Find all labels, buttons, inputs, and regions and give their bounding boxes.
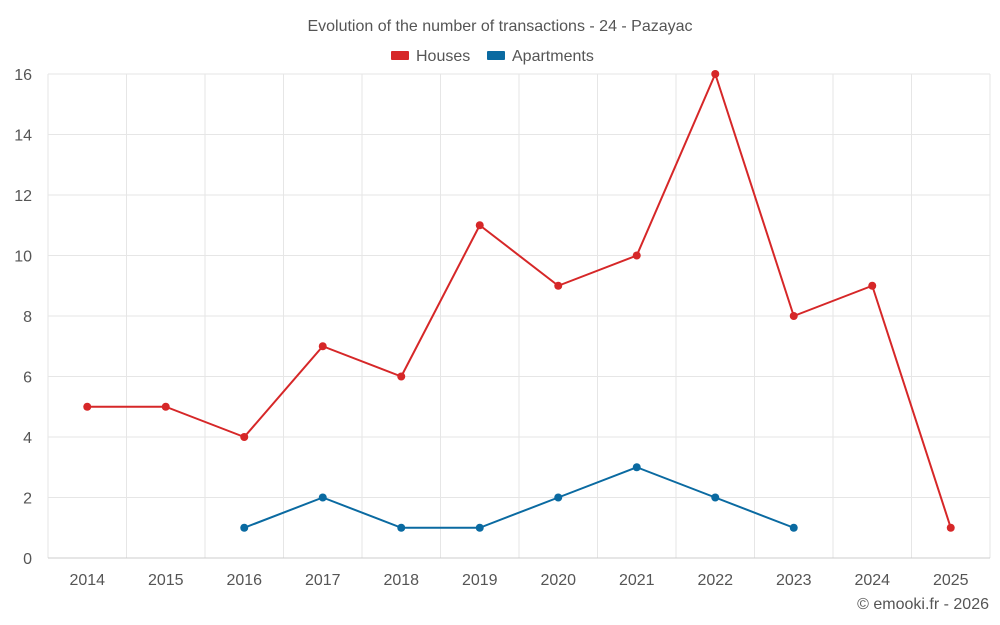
- x-tick-label: 2022: [697, 572, 733, 589]
- y-tick-label: 14: [14, 128, 32, 145]
- data-point-apartments[interactable]: [554, 493, 563, 502]
- data-point-houses[interactable]: [318, 342, 327, 351]
- y-tick-label: 12: [14, 188, 32, 205]
- series-layer: [83, 70, 955, 532]
- data-point-apartments[interactable]: [397, 523, 406, 532]
- data-point-houses[interactable]: [946, 523, 955, 532]
- y-tick-label: 4: [23, 430, 32, 447]
- y-tick-label: 2: [23, 491, 32, 508]
- x-tick-label: 2017: [305, 572, 341, 589]
- legend-label-houses: Houses: [416, 48, 470, 65]
- y-tick-label: 8: [23, 309, 32, 326]
- x-tick-label: 2023: [776, 572, 812, 589]
- x-tick-label: 2024: [854, 572, 890, 589]
- legend-label-apartments: Apartments: [512, 48, 594, 65]
- data-point-apartments[interactable]: [711, 493, 720, 502]
- data-point-houses[interactable]: [789, 312, 798, 320]
- legend-swatch-houses: [391, 51, 409, 60]
- data-point-apartments[interactable]: [475, 523, 484, 532]
- x-tick-label: 2015: [148, 572, 184, 589]
- data-point-houses[interactable]: [83, 402, 92, 411]
- x-tick-label: 2021: [619, 572, 655, 589]
- x-tick-label: 2014: [69, 572, 105, 589]
- series-line-apartments: [243, 466, 795, 529]
- data-point-houses[interactable]: [240, 433, 249, 441]
- legend-item-houses[interactable]: Houses: [391, 48, 470, 65]
- data-point-apartments[interactable]: [789, 523, 798, 532]
- legend: Houses Apartments: [391, 48, 594, 65]
- x-tick-label: 2019: [462, 572, 498, 589]
- legend-swatch-apartments: [487, 51, 505, 60]
- y-tick-label: 16: [14, 67, 32, 84]
- data-point-houses[interactable]: [161, 402, 170, 411]
- x-tick-label: 2020: [540, 572, 576, 589]
- x-tick-label: 2025: [933, 572, 969, 589]
- series-line-houses: [87, 73, 952, 529]
- y-tick-label: 10: [14, 249, 32, 266]
- data-point-houses[interactable]: [397, 372, 406, 381]
- x-tick-label: 2018: [383, 572, 419, 589]
- grid: [47, 73, 991, 559]
- data-point-apartments[interactable]: [632, 463, 641, 472]
- data-point-houses[interactable]: [475, 221, 484, 230]
- x-tick-label: 2016: [226, 572, 262, 589]
- chart-title: Evolution of the number of transactions …: [307, 18, 692, 35]
- data-point-apartments[interactable]: [318, 493, 327, 502]
- y-axis: 0 2 4 6 8 10 12 14 16: [14, 67, 32, 568]
- credit-text: © emooki.fr - 2026: [857, 596, 989, 613]
- data-point-houses[interactable]: [554, 281, 563, 290]
- data-point-houses[interactable]: [632, 251, 641, 260]
- y-tick-label: 6: [23, 370, 32, 387]
- data-point-houses[interactable]: [868, 281, 877, 290]
- data-point-houses[interactable]: [711, 70, 720, 78]
- data-point-apartments[interactable]: [240, 523, 249, 532]
- x-axis: 2014 2015 2016 2017 2018 2019 2020 2021 2022 2023…: [48, 557, 990, 589]
- y-tick-label: 0: [23, 551, 32, 568]
- legend-item-apartments[interactable]: Apartments: [487, 48, 594, 65]
